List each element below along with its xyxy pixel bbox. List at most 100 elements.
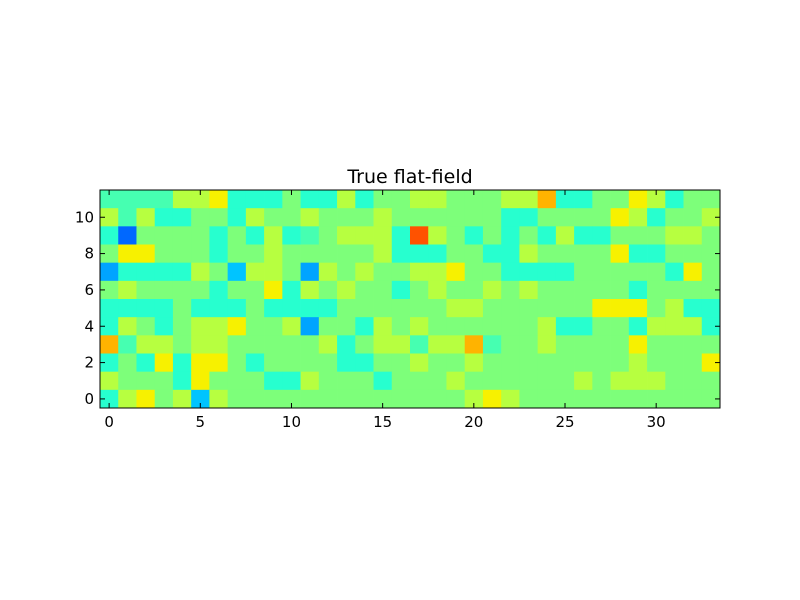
heatmap-cell	[410, 280, 429, 300]
heatmap-cell	[209, 353, 228, 373]
heatmap-cell	[373, 353, 393, 373]
heatmap-cell	[227, 190, 247, 209]
heatmap-cell	[647, 280, 666, 300]
heatmap-cell	[136, 262, 156, 282]
heatmap-cell	[610, 317, 630, 336]
heatmap-cell	[464, 190, 484, 209]
heatmap-cell	[482, 389, 502, 409]
heatmap-cell	[665, 299, 684, 318]
heatmap-cell	[592, 190, 611, 209]
heatmap-cell	[482, 190, 502, 209]
heatmap-cell	[337, 262, 356, 282]
heatmap-cell	[410, 262, 429, 282]
heatmap-cell	[100, 280, 119, 300]
heatmap-cell	[428, 226, 447, 245]
heatmap-cell	[537, 280, 557, 300]
heatmap-cell	[519, 244, 538, 264]
heatmap-cell	[574, 353, 593, 373]
x-tick-label: 25	[555, 413, 574, 431]
heatmap-cell	[191, 244, 210, 264]
heatmap-cell	[592, 226, 611, 245]
heatmap-cell	[337, 190, 356, 209]
heatmap-cell	[701, 389, 721, 409]
heatmap-cell	[300, 371, 320, 391]
heatmap-cell	[592, 208, 611, 227]
heatmap-cell	[519, 280, 538, 300]
heatmap-cell	[172, 389, 192, 409]
heatmap-cell	[683, 244, 703, 264]
heatmap-cell	[592, 371, 611, 391]
heatmap-cell	[245, 244, 265, 264]
heatmap-cell	[647, 389, 666, 409]
heatmap-cell	[428, 371, 447, 391]
heatmap-cell	[300, 353, 320, 373]
heatmap-cell	[555, 299, 575, 318]
heatmap-cell	[446, 280, 466, 300]
heatmap-cell	[136, 280, 156, 300]
heatmap-cell	[154, 353, 174, 373]
heatmap-cell	[100, 226, 119, 245]
heatmap-cell	[337, 317, 356, 336]
heatmap-cell	[245, 226, 265, 245]
heatmap-cell	[209, 280, 228, 300]
heatmap-cell	[592, 353, 611, 373]
heatmap-cell	[610, 335, 630, 354]
heatmap-cell	[318, 244, 338, 264]
heatmap-cell	[592, 299, 611, 318]
heatmap-cell	[118, 371, 137, 391]
heatmap-cell	[446, 190, 466, 209]
heatmap-cell	[446, 389, 466, 409]
plot-frame	[99, 189, 721, 409]
heatmap-cell	[428, 280, 447, 300]
heatmap-cell	[172, 244, 192, 264]
heatmap-cell	[191, 335, 210, 354]
heatmap-cell	[482, 317, 502, 336]
heatmap-cell	[555, 353, 575, 373]
heatmap-cell	[300, 244, 320, 264]
heatmap-cell	[300, 280, 320, 300]
heatmap-cell	[482, 371, 502, 391]
heatmap-cell	[355, 389, 374, 409]
heatmap-cell	[410, 371, 429, 391]
heatmap-cell	[628, 262, 648, 282]
heatmap-cell	[227, 353, 247, 373]
heatmap-cell	[647, 371, 666, 391]
heatmap-cell	[209, 335, 228, 354]
heatmap-cell	[574, 226, 593, 245]
heatmap-cell	[391, 389, 411, 409]
heatmap-cell	[337, 244, 356, 264]
heatmap-cell	[501, 208, 520, 227]
heatmap-cell	[628, 226, 648, 245]
heatmap-cell	[355, 280, 374, 300]
heatmap-cell	[446, 208, 466, 227]
heatmap-cell	[318, 335, 338, 354]
heatmap-cell	[209, 208, 228, 227]
heatmap-cell	[628, 244, 648, 264]
heatmap-cell	[519, 317, 538, 336]
heatmap-cell	[501, 226, 520, 245]
heatmap-cell	[464, 335, 484, 354]
heatmap-cell	[282, 190, 301, 209]
heatmap-cell	[318, 299, 338, 318]
heatmap-cell	[574, 190, 593, 209]
heatmap-cell	[665, 353, 684, 373]
heatmap-cell	[100, 299, 119, 318]
heatmap-cell	[482, 262, 502, 282]
heatmap-cell	[118, 335, 137, 354]
heatmap-cell	[555, 317, 575, 336]
heatmap-cell	[701, 244, 721, 264]
heatmap-cell	[701, 353, 721, 373]
heatmap-cell	[519, 299, 538, 318]
heatmap-cell	[647, 353, 666, 373]
heatmap-cell	[264, 262, 283, 282]
heatmap-cell	[574, 244, 593, 264]
heatmap-cell	[172, 208, 192, 227]
heatmap-cell	[373, 389, 393, 409]
heatmap-cell	[574, 299, 593, 318]
heatmap-cell	[154, 299, 174, 318]
heatmap-cell	[282, 335, 301, 354]
heatmap-cell	[701, 317, 721, 336]
heatmap-cell	[464, 262, 484, 282]
heatmap-cell	[683, 208, 703, 227]
heatmap-cell	[172, 190, 192, 209]
